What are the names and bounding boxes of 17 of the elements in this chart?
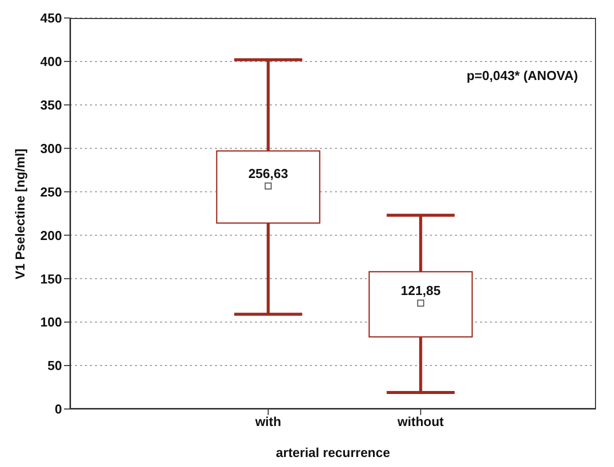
y-tick-label: 350 xyxy=(40,98,62,113)
text: 256,63 xyxy=(248,166,288,182)
y-tick-label: 50 xyxy=(48,358,62,374)
y-tick-label: 100 xyxy=(40,314,62,330)
x-axis-title: arterial recurrence xyxy=(276,445,390,460)
x-tick-label: with xyxy=(254,414,282,430)
y-tick-label: 300 xyxy=(40,140,62,156)
y-axis-title: V1 Pselectine [ng/ml] xyxy=(12,148,28,279)
text: 121,85 xyxy=(400,283,441,298)
y-tick-label: 200 xyxy=(40,228,62,243)
y-tick-label: 400 xyxy=(40,54,62,70)
y-tick-label: 0 xyxy=(54,402,62,417)
y-tick-label: 150 xyxy=(40,271,62,286)
annotation: p=0,043* (ANOVA) xyxy=(466,68,578,83)
y-tick-label: 250 xyxy=(40,184,62,200)
y-tick-label: 450 xyxy=(40,10,62,26)
x-tick-label: without xyxy=(396,414,444,430)
